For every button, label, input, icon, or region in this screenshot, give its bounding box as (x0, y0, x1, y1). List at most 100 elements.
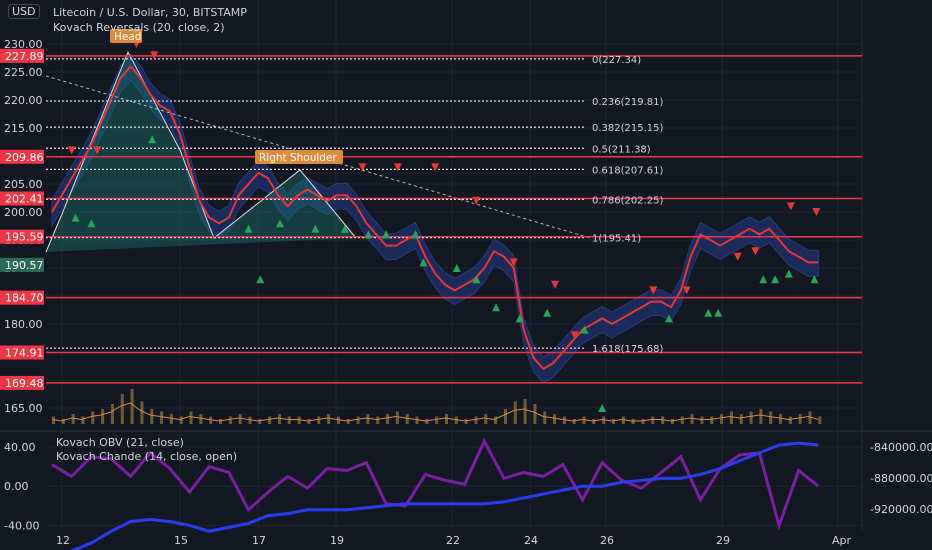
volume-bar (179, 416, 183, 424)
volume-bar (258, 419, 262, 424)
volume-bar (110, 404, 114, 424)
volume-bar (445, 414, 448, 424)
current-price-label: 190.57 (5, 259, 44, 272)
volume-bar (739, 414, 743, 424)
volume-bar (513, 401, 517, 424)
x-tick-label: 22 (446, 534, 460, 547)
volume-bar (484, 414, 488, 424)
volume-bar (150, 409, 154, 424)
price-level-label: 209.86 (5, 151, 44, 164)
volume-bar (287, 416, 291, 424)
volume-bar (91, 411, 95, 424)
price-level-label: 184.70 (5, 292, 44, 305)
sell-signal-triangle (786, 202, 795, 211)
volume-bar (808, 411, 812, 424)
buy-signal-triangle (148, 135, 157, 144)
volume-bar (327, 414, 331, 424)
pattern-shading (46, 52, 356, 252)
sell-signal-triangle (150, 51, 159, 60)
volatility-band (51, 53, 819, 384)
sell-signal-triangle (570, 331, 579, 340)
buy-signal-triangle (419, 258, 428, 267)
fib-level-label: 1.618(175.68) (592, 344, 664, 355)
sell-signal-triangle (733, 252, 742, 261)
volume-bar (612, 419, 616, 424)
volume-bar (160, 411, 164, 424)
volume-bar (356, 416, 360, 424)
fib-level-label: 0(227.34) (592, 55, 641, 66)
obv-line (69, 441, 819, 550)
sell-signal-triangle (93, 146, 102, 155)
volume-bar (818, 416, 822, 424)
volume-bar (297, 416, 301, 424)
volume-bar (71, 414, 75, 424)
buy-signal-triangle (665, 314, 674, 323)
sell-signal-triangle (358, 163, 367, 172)
volume-bar (376, 416, 380, 424)
x-tick-label: Apr (832, 534, 852, 547)
currency-badge[interactable]: USD (8, 4, 40, 19)
volume-bar (779, 414, 783, 424)
volume-bar (219, 419, 223, 424)
buy-signal-triangle (492, 303, 501, 312)
sell-signal-triangle (649, 286, 658, 295)
volume-bar (189, 411, 193, 424)
volume-bar (307, 419, 311, 424)
volume-bar (140, 401, 144, 424)
x-tick-label: 15 (174, 534, 188, 547)
volume-bar (101, 409, 105, 424)
volume-bar (346, 419, 350, 424)
volume-bar (454, 416, 458, 424)
price-level-badge (0, 149, 44, 164)
volume-bar (474, 416, 478, 424)
volume-bar (494, 416, 498, 424)
volume-bar (228, 416, 232, 424)
volume-bar (464, 419, 468, 424)
volume-bar (651, 416, 655, 424)
volume-bar (199, 414, 203, 424)
pattern-annotation-box (255, 150, 343, 164)
volume-bar (621, 416, 625, 424)
volume-bar (543, 411, 547, 424)
price-level-badge (0, 191, 44, 206)
volume-bar (562, 416, 566, 424)
volume-bar (572, 419, 576, 424)
pattern-annotation-label: Right Shoulder (259, 152, 337, 164)
fib-level-label: 0.618(207.61) (592, 165, 664, 176)
price-level-badge (0, 48, 44, 63)
sub-right-tick-label: -880000.00 (870, 472, 932, 485)
volume-bar (798, 414, 802, 424)
volume-bar (769, 411, 773, 424)
buy-signal-triangle (714, 308, 723, 317)
fib-level-label: 0.382(215.15) (592, 123, 664, 134)
buy-signal-triangle (472, 275, 481, 284)
price-level-label: 227.89 (5, 50, 44, 63)
price-level-badge (0, 290, 44, 305)
y-tick-label: 205.00 (4, 178, 43, 191)
volume-bar (661, 416, 665, 424)
volume-bar (710, 416, 714, 424)
buy-signal-triangle (759, 275, 768, 284)
volume-bar (209, 416, 213, 424)
x-tick-label: 24 (524, 534, 538, 547)
buy-signal-triangle (810, 275, 819, 284)
sell-signal-triangle (751, 247, 760, 256)
chart-title: Litecoin / U.S. Dollar, 30, BITSTAMP (53, 6, 247, 19)
sub-right-tick-label: -840000.00 (870, 441, 932, 454)
buy-signal-triangle (275, 219, 284, 228)
price-level-badge (0, 345, 44, 360)
chande-line (51, 437, 820, 531)
buy-signal-triangle (71, 213, 80, 222)
reversal-price-line (51, 64, 819, 371)
y-tick-label: 230.00 (4, 38, 43, 51)
price-level-label: 169.48 (5, 377, 44, 390)
buy-signal-triangle (452, 264, 461, 272)
volume-bar (700, 416, 704, 424)
sell-signal-triangle (551, 280, 560, 289)
pattern-outline (45, 50, 357, 253)
volume-bar (729, 411, 733, 424)
volume-bar (120, 394, 124, 424)
volume-bar (759, 409, 763, 424)
sell-signal-triangle (431, 163, 440, 172)
